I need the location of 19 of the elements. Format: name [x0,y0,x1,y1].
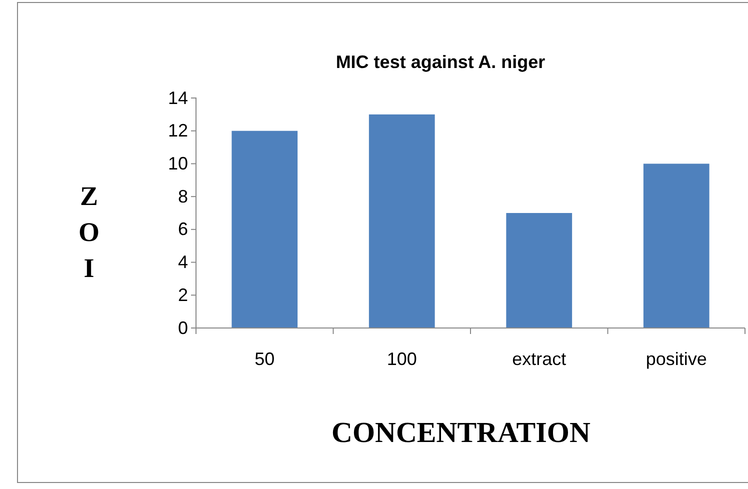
y-tick-label: 4 [178,252,188,272]
x-tick-label: 100 [386,348,417,369]
y-tick-label: 0 [178,318,188,338]
bar [643,164,710,328]
bar [232,130,298,328]
y-tick-label: 8 [178,186,188,206]
y-tick-label: 12 [168,120,188,141]
chart-title: MIC test against A. niger [336,52,546,72]
y-tick-label: 2 [178,284,188,305]
y-axis-title: ZOI [78,181,100,283]
y-tick-label: 6 [178,219,188,240]
bar [368,114,435,328]
y-tick-label: 10 [168,153,188,174]
x-tick-label: 50 [254,348,275,369]
bar [506,213,572,328]
x-axis-title: CONCENTRATION [332,417,590,449]
y-tick-label: 14 [168,88,188,108]
x-tick-label: extract [512,348,566,369]
x-tick-label: positive [646,348,707,369]
